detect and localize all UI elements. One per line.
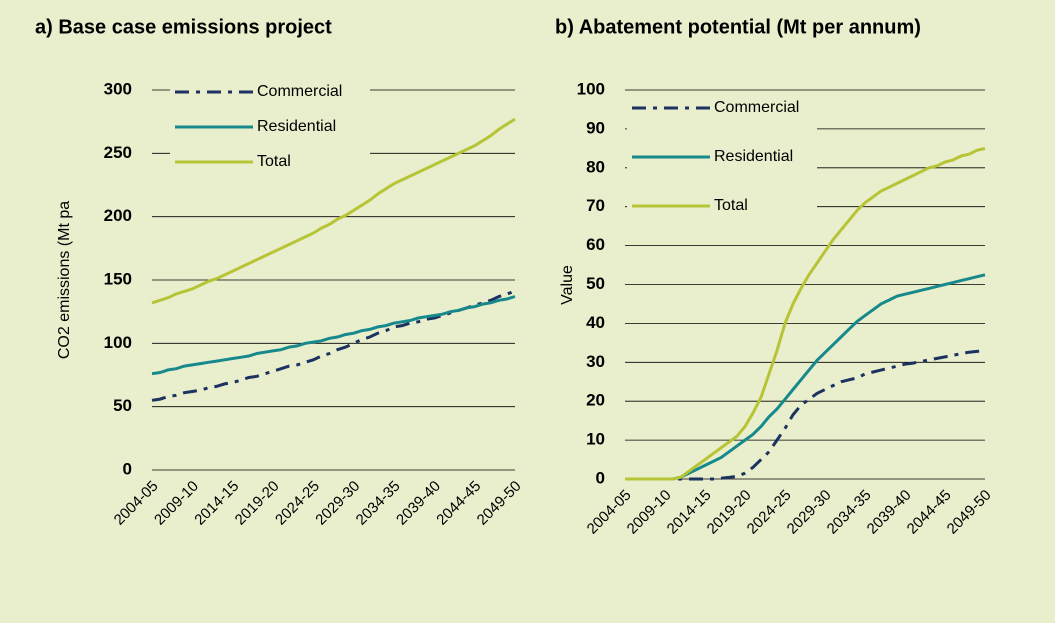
series-line [151, 295, 516, 376]
y-tick-label: 300 [104, 79, 132, 98]
y-axis-label: Value [559, 265, 576, 305]
y-tick-label: 200 [104, 206, 132, 225]
y-tick-label: 90 [586, 118, 605, 137]
y-tick-label: 70 [586, 196, 605, 215]
legend-label: Commercial [714, 99, 799, 116]
y-tick-label: 30 [586, 352, 605, 371]
y-tick-label: 80 [586, 157, 605, 176]
y-tick-label: 60 [586, 235, 605, 254]
y-tick-label: 0 [596, 468, 605, 487]
y-tick-label: 0 [123, 459, 132, 478]
legend-label: Total [714, 197, 748, 214]
y-tick-label: 10 [586, 430, 605, 449]
y-tick-label: 40 [586, 313, 605, 332]
y-axis-label: CO2 emissions (Mt pa [56, 201, 73, 359]
series-line [625, 146, 986, 481]
chart-title: b) Abatement potential (Mt per annum) [555, 16, 921, 38]
chart-title: a) Base case emissions project [35, 16, 332, 38]
y-tick-label: 20 [586, 391, 605, 410]
series-line [625, 349, 986, 481]
legend-label: Total [257, 153, 291, 170]
y-tick-label: 50 [586, 274, 605, 293]
legend-label: Commercial [257, 83, 342, 100]
series-line [151, 117, 516, 305]
y-tick-label: 100 [577, 79, 605, 98]
y-tick-label: 100 [104, 333, 132, 352]
y-tick-label: 50 [113, 396, 132, 415]
legend-label: Residential [257, 118, 336, 135]
legend-label: Residential [714, 148, 793, 165]
y-tick-label: 150 [104, 269, 132, 288]
y-tick-label: 250 [104, 143, 132, 162]
